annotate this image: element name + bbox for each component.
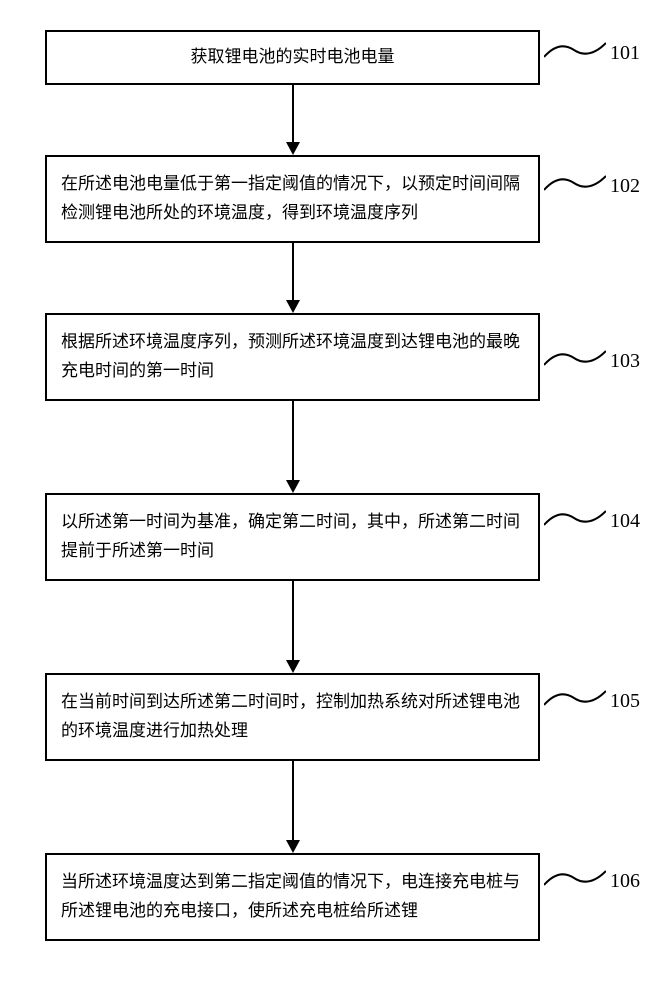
curve-mark-103 <box>544 343 606 373</box>
flow-box-105: 在当前时间到达所述第二时间时，控制加热系统对所述锂电池的环境温度进行加热处理 <box>45 673 540 761</box>
arrow-line-5 <box>292 761 294 840</box>
arrow-line-2 <box>292 243 294 300</box>
arrow-head-1 <box>286 142 300 155</box>
flow-label-101: 101 <box>610 42 640 65</box>
arrow-line-1 <box>292 85 294 142</box>
flow-label-104: 104 <box>610 510 640 533</box>
arrow-head-5 <box>286 840 300 853</box>
flow-text-104: 以所述第一时间为基准，确定第二时间，其中，所述第二时间提前于所述第一时间 <box>61 508 524 566</box>
flow-label-102: 102 <box>610 175 640 198</box>
flow-box-106: 当所述环境温度达到第二指定阈值的情况下，电连接充电桩与所述锂电池的充电接口，使所… <box>45 853 540 941</box>
curve-mark-101 <box>544 35 606 65</box>
arrow-head-3 <box>286 480 300 493</box>
flow-box-103: 根据所述环境温度序列，预测所述环境温度到达锂电池的最晚充电时间的第一时间 <box>45 313 540 401</box>
arrow-line-4 <box>292 581 294 660</box>
arrow-head-4 <box>286 660 300 673</box>
flowchart-diagram: 获取锂电池的实时电池电量 101 在所述电池电量低于第一指定阈值的情况下，以预定… <box>0 0 666 1000</box>
flow-box-104: 以所述第一时间为基准，确定第二时间，其中，所述第二时间提前于所述第一时间 <box>45 493 540 581</box>
arrow-head-2 <box>286 300 300 313</box>
curve-mark-104 <box>544 503 606 533</box>
flow-box-101: 获取锂电池的实时电池电量 <box>45 30 540 85</box>
flow-label-106: 106 <box>610 870 640 893</box>
flow-label-105: 105 <box>610 690 640 713</box>
flow-text-105: 在当前时间到达所述第二时间时，控制加热系统对所述锂电池的环境温度进行加热处理 <box>61 688 524 746</box>
flow-text-102: 在所述电池电量低于第一指定阈值的情况下，以预定时间间隔检测锂电池所处的环境温度，… <box>61 170 524 228</box>
flow-text-103: 根据所述环境温度序列，预测所述环境温度到达锂电池的最晚充电时间的第一时间 <box>61 328 524 386</box>
flow-box-102: 在所述电池电量低于第一指定阈值的情况下，以预定时间间隔检测锂电池所处的环境温度，… <box>45 155 540 243</box>
flow-text-101: 获取锂电池的实时电池电量 <box>191 43 395 72</box>
arrow-line-3 <box>292 401 294 480</box>
curve-mark-106 <box>544 863 606 893</box>
flow-label-103: 103 <box>610 350 640 373</box>
flow-text-106: 当所述环境温度达到第二指定阈值的情况下，电连接充电桩与所述锂电池的充电接口，使所… <box>61 868 524 926</box>
curve-mark-105 <box>544 683 606 713</box>
curve-mark-102 <box>544 168 606 198</box>
